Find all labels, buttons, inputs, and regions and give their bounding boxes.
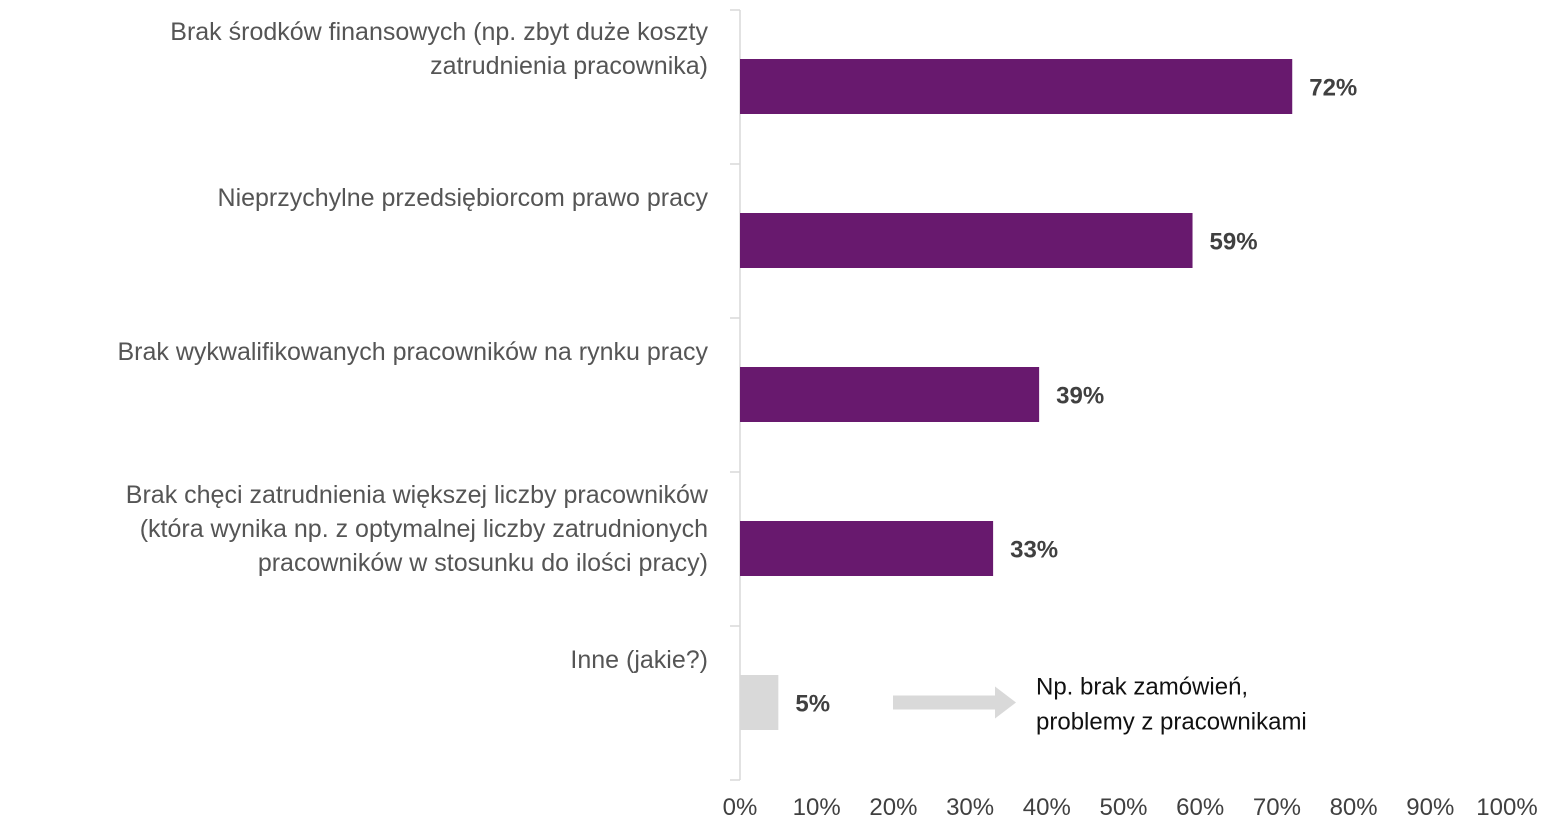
- category-label-line: Brak wykwalifikowanych pracowników na ry…: [117, 338, 708, 366]
- category-label-line: zatrudnienia pracownika): [430, 52, 708, 80]
- right-arrow-icon: [893, 686, 1016, 719]
- bar: [740, 213, 1193, 268]
- category-label-line: Nieprzychylne przedsiębiorcom prawo prac…: [218, 184, 709, 212]
- bar: [740, 367, 1040, 422]
- data-label: 39%: [1056, 383, 1104, 410]
- data-label: 33%: [1010, 537, 1058, 564]
- data-label: 59%: [1210, 229, 1258, 256]
- data-label: 5%: [795, 691, 830, 718]
- x-tick-label: 20%: [869, 794, 917, 821]
- x-tick-label: 100%: [1476, 794, 1537, 821]
- category-label-line: Brak środków finansowych (np. zbyt duże …: [170, 18, 708, 46]
- x-tick-label: 70%: [1253, 794, 1301, 821]
- annotation-text-line: problemy z pracownikami: [1036, 709, 1307, 736]
- x-tick-label: 90%: [1406, 794, 1454, 821]
- x-tick-label: 10%: [793, 794, 841, 821]
- category-label: Brak wykwalifikowanych pracowników na ry…: [117, 338, 708, 366]
- annotation-text: Np. brak zamówień, problemy z pracownikam…: [1036, 674, 1307, 736]
- x-tick-label: 0%: [723, 794, 758, 821]
- category-label-line: pracowników w stosunku do ilości pracy): [258, 549, 708, 577]
- x-tick-label: 60%: [1176, 794, 1224, 821]
- x-tick-label: 80%: [1330, 794, 1378, 821]
- category-label: Brak środków finansowych (np. zbyt duże …: [170, 18, 708, 80]
- category-label-line: Brak chęci zatrudnienia większej liczby …: [126, 481, 709, 509]
- x-tick-label: 50%: [1099, 794, 1147, 821]
- x-tick-label: 40%: [1023, 794, 1071, 821]
- category-label: Brak chęci zatrudnienia większej liczby …: [126, 481, 709, 577]
- bar: [740, 675, 779, 730]
- bar: [740, 59, 1293, 114]
- category-label: Inne (jakie?): [570, 646, 708, 674]
- bar: [740, 521, 994, 576]
- category-label-line: Inne (jakie?): [570, 646, 708, 674]
- data-label: 72%: [1309, 75, 1357, 102]
- category-label-line: (która wynika np. z optymalnej liczby za…: [140, 515, 708, 543]
- annotation-text-line: Np. brak zamówień,: [1036, 674, 1248, 701]
- x-tick-label: 30%: [946, 794, 994, 821]
- category-label: Nieprzychylne przedsiębiorcom prawo prac…: [218, 184, 709, 212]
